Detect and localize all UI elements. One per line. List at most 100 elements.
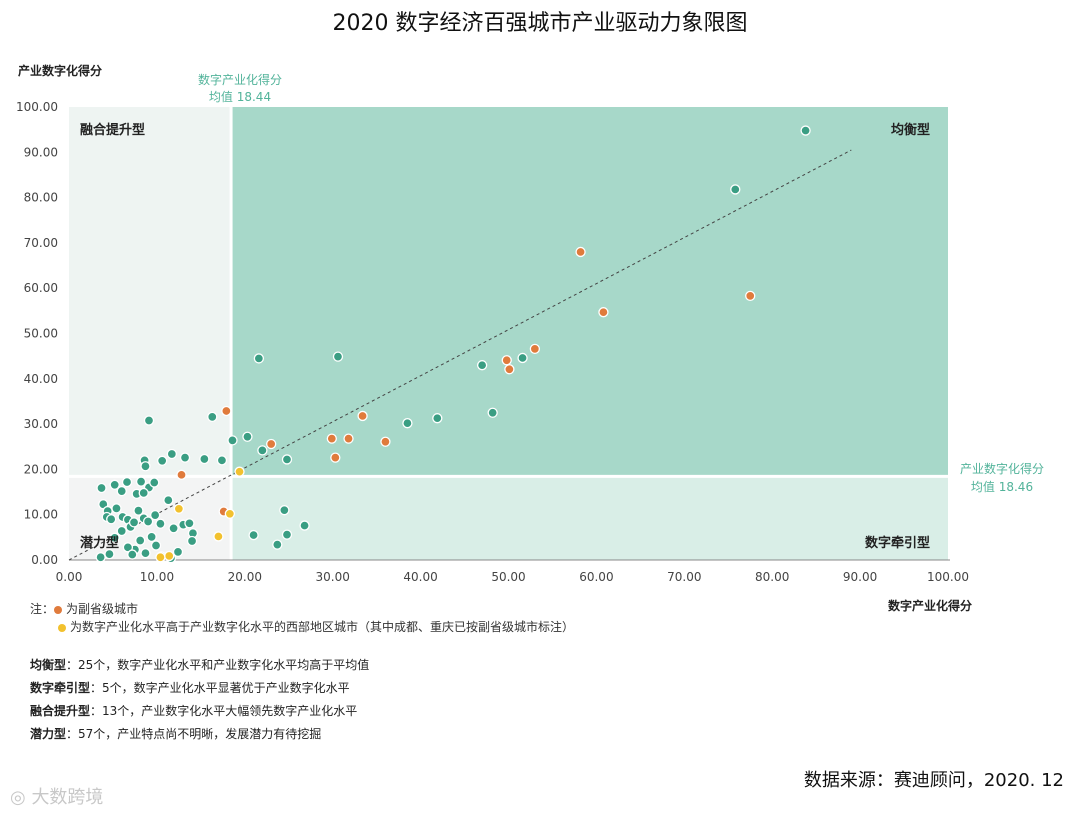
desc-name: 均衡型 bbox=[30, 658, 67, 672]
data-point-default bbox=[299, 520, 310, 531]
data-point-default bbox=[109, 479, 120, 490]
data-source: 数据来源：赛迪顾问，2020. 12 bbox=[803, 770, 1064, 791]
orange-dot-icon bbox=[54, 605, 63, 614]
x-tick-label: 90.00 bbox=[843, 570, 877, 584]
data-point-default bbox=[248, 529, 259, 541]
data-point-default bbox=[184, 518, 195, 529]
data-point-default bbox=[800, 125, 811, 136]
data-point-vice-provincial bbox=[504, 364, 515, 375]
desc-row-balanced: 均衡型：25个，数字产业化水平和产业数字化水平均高于平均值 bbox=[30, 654, 369, 677]
note-western: 为数字产业化水平高于产业数字化水平的西部地区城市（其中成都、重庆已按副省级城市标… bbox=[70, 620, 575, 634]
data-point-default bbox=[149, 510, 161, 521]
data-point-default bbox=[138, 487, 149, 499]
data-point-default bbox=[106, 514, 117, 525]
data-point-default bbox=[140, 461, 151, 472]
desc-row-digital-driven: 数字牵引型：5个，数字产业化水平显著优于产业数字化水平 bbox=[30, 677, 369, 700]
x-tick-label: 30.00 bbox=[316, 570, 350, 584]
y-mean-label-line2: 均值 18.46 bbox=[971, 479, 1033, 494]
data-point-default bbox=[163, 495, 174, 506]
mean-lines bbox=[69, 107, 948, 560]
note-row-vice-provincial: 注： 为副省级城市 bbox=[30, 600, 574, 618]
x-tick-label: 20.00 bbox=[228, 570, 262, 584]
data-point-default bbox=[140, 548, 151, 559]
data-point-vice-provincial bbox=[357, 410, 368, 422]
y-tick-label: 50.00 bbox=[24, 327, 58, 341]
data-point-default bbox=[121, 476, 133, 488]
data-point-default bbox=[135, 535, 146, 546]
data-point-western bbox=[164, 550, 175, 562]
quadrant-bg-top-right bbox=[231, 107, 949, 477]
data-point-vice-provincial bbox=[221, 405, 232, 417]
quadrant-label-bottom-right: 数字牵引型 bbox=[865, 535, 930, 551]
data-point-vice-provincial bbox=[529, 343, 541, 355]
x-tick-label: 0.00 bbox=[56, 570, 83, 584]
desc-text: ：57个，产业特点尚不明晰，发展潜力有待挖掘 bbox=[66, 727, 322, 741]
data-point-default bbox=[96, 482, 107, 494]
yellow-dot-icon bbox=[58, 623, 66, 632]
y-tick-label: 70.00 bbox=[24, 236, 58, 250]
data-point-western bbox=[213, 531, 224, 542]
x-tick-label: 50.00 bbox=[491, 570, 525, 584]
data-point-default bbox=[281, 454, 293, 465]
data-point-default bbox=[149, 477, 160, 488]
data-point-vice-provincial bbox=[501, 355, 512, 366]
desc-name: 融合提升型 bbox=[30, 704, 91, 718]
x-mean-label-line2: 均值 18.44 bbox=[209, 89, 271, 104]
y-mean-label-line1: 产业数字化得分 bbox=[960, 461, 1044, 476]
data-point-default bbox=[179, 452, 191, 463]
data-point-default bbox=[227, 435, 238, 446]
data-point-default bbox=[517, 352, 528, 364]
x-mean-label-line1: 数字产业化得分 bbox=[198, 72, 282, 87]
data-point-western bbox=[224, 508, 236, 519]
weibo-logo-icon: ◎ bbox=[10, 787, 32, 808]
desc-row-potential: 潜力型：57个，产业特点尚不明晰，发展潜力有待挖掘 bbox=[30, 723, 369, 746]
data-point-vice-provincial bbox=[330, 452, 341, 463]
y-tick-label: 0.00 bbox=[31, 553, 58, 567]
x-tick-label: 10.00 bbox=[140, 570, 174, 584]
data-point-vice-provincial bbox=[745, 290, 756, 302]
x-tick-label: 40.00 bbox=[403, 570, 437, 584]
x-axis-title: 数字产业化得分 bbox=[888, 598, 972, 613]
y-tick-label: 20.00 bbox=[24, 462, 58, 476]
watermark-text: 大数跨境 bbox=[31, 787, 104, 808]
scatter-points bbox=[95, 125, 811, 564]
x-tick-label: 100.00 bbox=[927, 570, 969, 584]
data-point-default bbox=[142, 516, 154, 527]
data-point-default bbox=[111, 503, 122, 514]
y-tick-label: 100.00 bbox=[16, 100, 58, 114]
data-point-default bbox=[257, 445, 268, 456]
data-point-default bbox=[402, 418, 413, 429]
notes-prefix: 注： bbox=[30, 602, 55, 616]
y-tick-label: 60.00 bbox=[24, 281, 58, 295]
data-point-vice-provincial bbox=[575, 246, 586, 258]
data-point-default bbox=[122, 542, 134, 553]
data-point-default bbox=[207, 411, 218, 423]
data-point-default bbox=[127, 549, 138, 560]
y-tick-label: 80.00 bbox=[24, 191, 58, 205]
data-point-default bbox=[116, 485, 127, 497]
data-point-default bbox=[150, 540, 162, 551]
data-point-default bbox=[281, 529, 293, 540]
x-tick-label: 70.00 bbox=[667, 570, 701, 584]
quadrant-label-bottom-left: 潜力型 bbox=[80, 535, 119, 551]
data-point-default bbox=[199, 453, 210, 465]
notes: 注： 为副省级城市 为数字产业化水平高于产业数字化水平的西部地区城市（其中成都、重… bbox=[30, 600, 574, 636]
desc-name: 数字牵引型 bbox=[30, 681, 91, 695]
quadrant-bg-bottom-right bbox=[231, 476, 949, 560]
data-point-default bbox=[155, 518, 166, 529]
data-point-default bbox=[253, 353, 265, 364]
quadrant-descriptions: 均衡型：25个，数字产业化水平和产业数字化水平均高于平均值 数字牵引型：5个，数… bbox=[30, 654, 369, 746]
data-point-default bbox=[432, 413, 443, 424]
y-tick-label: 90.00 bbox=[24, 145, 58, 159]
data-point-vice-provincial bbox=[266, 438, 277, 450]
x-tick-label: 80.00 bbox=[755, 570, 789, 584]
data-point-default bbox=[332, 351, 344, 362]
desc-name: 潜力型 bbox=[30, 727, 67, 741]
data-point-default bbox=[135, 476, 147, 487]
data-point-default bbox=[476, 360, 488, 371]
desc-text: ：13个，产业数字化水平大幅领先数字产业化水平 bbox=[90, 704, 358, 718]
note-row-western: 为数字产业化水平高于产业数字化水平的西部地区城市（其中成都、重庆已按副省级城市标… bbox=[30, 618, 574, 636]
data-point-default bbox=[168, 523, 179, 534]
note-vice-provincial: 为副省级城市 bbox=[66, 602, 139, 616]
